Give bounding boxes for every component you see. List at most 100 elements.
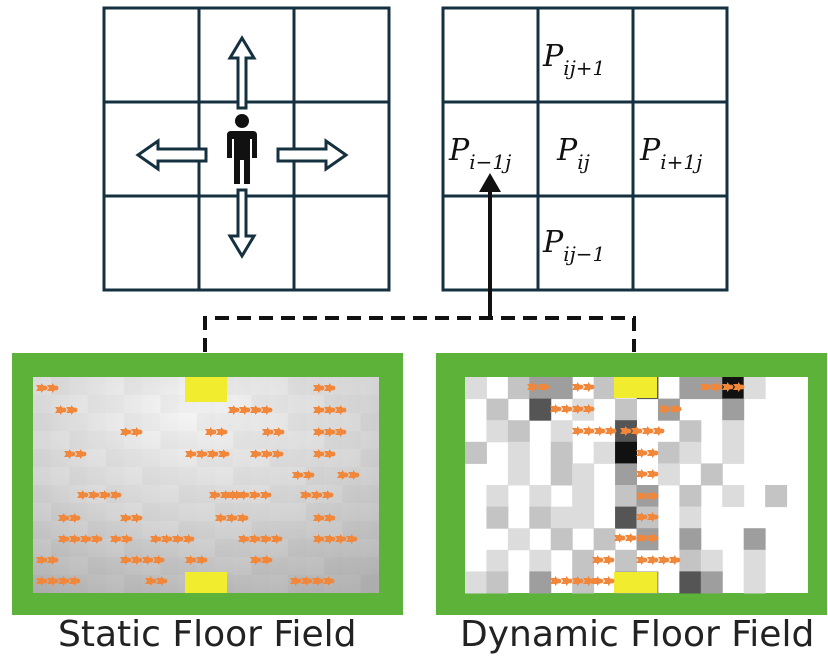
field-cell (361, 467, 379, 485)
field-cell (142, 503, 161, 521)
agent-icon (313, 427, 325, 437)
agent-icon (273, 427, 285, 437)
field-cell (69, 557, 87, 575)
field-cell (679, 441, 702, 464)
agent-icon (642, 426, 654, 436)
agent-icon (238, 534, 250, 544)
agent-icon (312, 576, 324, 586)
field-cell (342, 395, 361, 413)
field-cell (270, 503, 288, 521)
field-cell (251, 467, 270, 485)
agent-icon (572, 576, 584, 586)
field-cell (233, 467, 252, 485)
field-cell (287, 449, 306, 467)
field-cell (679, 571, 702, 594)
exit-top-static (185, 377, 227, 402)
field-cell (106, 575, 124, 593)
arrow-left-icon (135, 138, 208, 172)
agent-icon (36, 383, 48, 393)
field-cell (550, 377, 573, 400)
field-cell (529, 549, 552, 572)
field-cell (679, 377, 702, 400)
field-cell (160, 467, 179, 485)
agent-icon (594, 426, 606, 436)
agent-icon (261, 449, 273, 459)
field-cell (160, 449, 178, 467)
field-cell (360, 521, 379, 539)
field-cell (196, 485, 215, 503)
agent-icon (636, 491, 648, 501)
field-cell (69, 539, 88, 557)
field-cell (197, 539, 215, 557)
agent-icon (324, 449, 336, 459)
field-cell (233, 431, 252, 449)
field-cell (507, 420, 530, 443)
field-cell (160, 377, 179, 395)
field-cell (615, 441, 637, 464)
field-cell (124, 575, 143, 593)
agent-icon (260, 490, 272, 500)
field-cell (160, 485, 178, 503)
field-cell (33, 521, 52, 539)
agent-icon (250, 449, 262, 459)
agent-icon (69, 576, 81, 586)
field-cell (529, 485, 552, 508)
agent-icon (647, 469, 659, 479)
agent-icon (592, 576, 604, 586)
agent-icon (58, 534, 70, 544)
agent-icon (324, 383, 336, 393)
agent-icon (47, 576, 59, 586)
field-cell (269, 557, 288, 575)
field-cell (87, 467, 106, 485)
agent-icon (249, 490, 261, 500)
field-cell (124, 485, 143, 503)
agent-icon (572, 426, 584, 436)
agent-icon (36, 555, 48, 565)
field-cell (178, 431, 197, 449)
agent-icon (647, 448, 659, 458)
field-cell (550, 528, 573, 551)
field-cell (215, 539, 234, 557)
field-cell (124, 449, 143, 467)
agent-icon (145, 576, 157, 586)
agent-icon (603, 576, 615, 586)
agent-icon (733, 382, 745, 392)
agent-icon (153, 555, 165, 565)
field-cell (269, 485, 288, 503)
agent-icon (196, 555, 208, 565)
field-cell (288, 395, 306, 413)
field-cell (33, 449, 52, 467)
dynamic-floor-field-panel (436, 353, 827, 615)
field-cell (106, 377, 124, 395)
person-icon (227, 114, 257, 184)
field-cell (465, 441, 487, 464)
field-cell (69, 413, 88, 431)
field-cell (33, 467, 51, 485)
field-cell (360, 413, 379, 431)
field-cell (269, 395, 288, 413)
field-cell (87, 431, 106, 449)
agent-icon (91, 534, 103, 544)
agent-icon (653, 426, 665, 436)
field-cell (269, 521, 288, 539)
agent-icon (561, 576, 573, 586)
field-cell (743, 528, 766, 551)
agent-icon (550, 404, 562, 414)
field-cell (636, 506, 659, 529)
field-cell (306, 413, 325, 431)
field-cell (160, 575, 178, 593)
exit-bottom-static (185, 572, 227, 593)
field-cell (657, 463, 680, 486)
field-cell (196, 413, 215, 431)
field-cell (306, 557, 324, 575)
agent-icon (80, 534, 92, 544)
field-cell (105, 395, 124, 413)
field-cell (342, 413, 360, 431)
agent-icon (69, 534, 81, 544)
field-cell (160, 395, 179, 413)
agent-icon (583, 382, 595, 392)
field-cell (287, 377, 306, 395)
exit-bottom-dynamic (614, 572, 657, 593)
agent-icon (250, 405, 262, 415)
agent-icon (300, 490, 312, 500)
